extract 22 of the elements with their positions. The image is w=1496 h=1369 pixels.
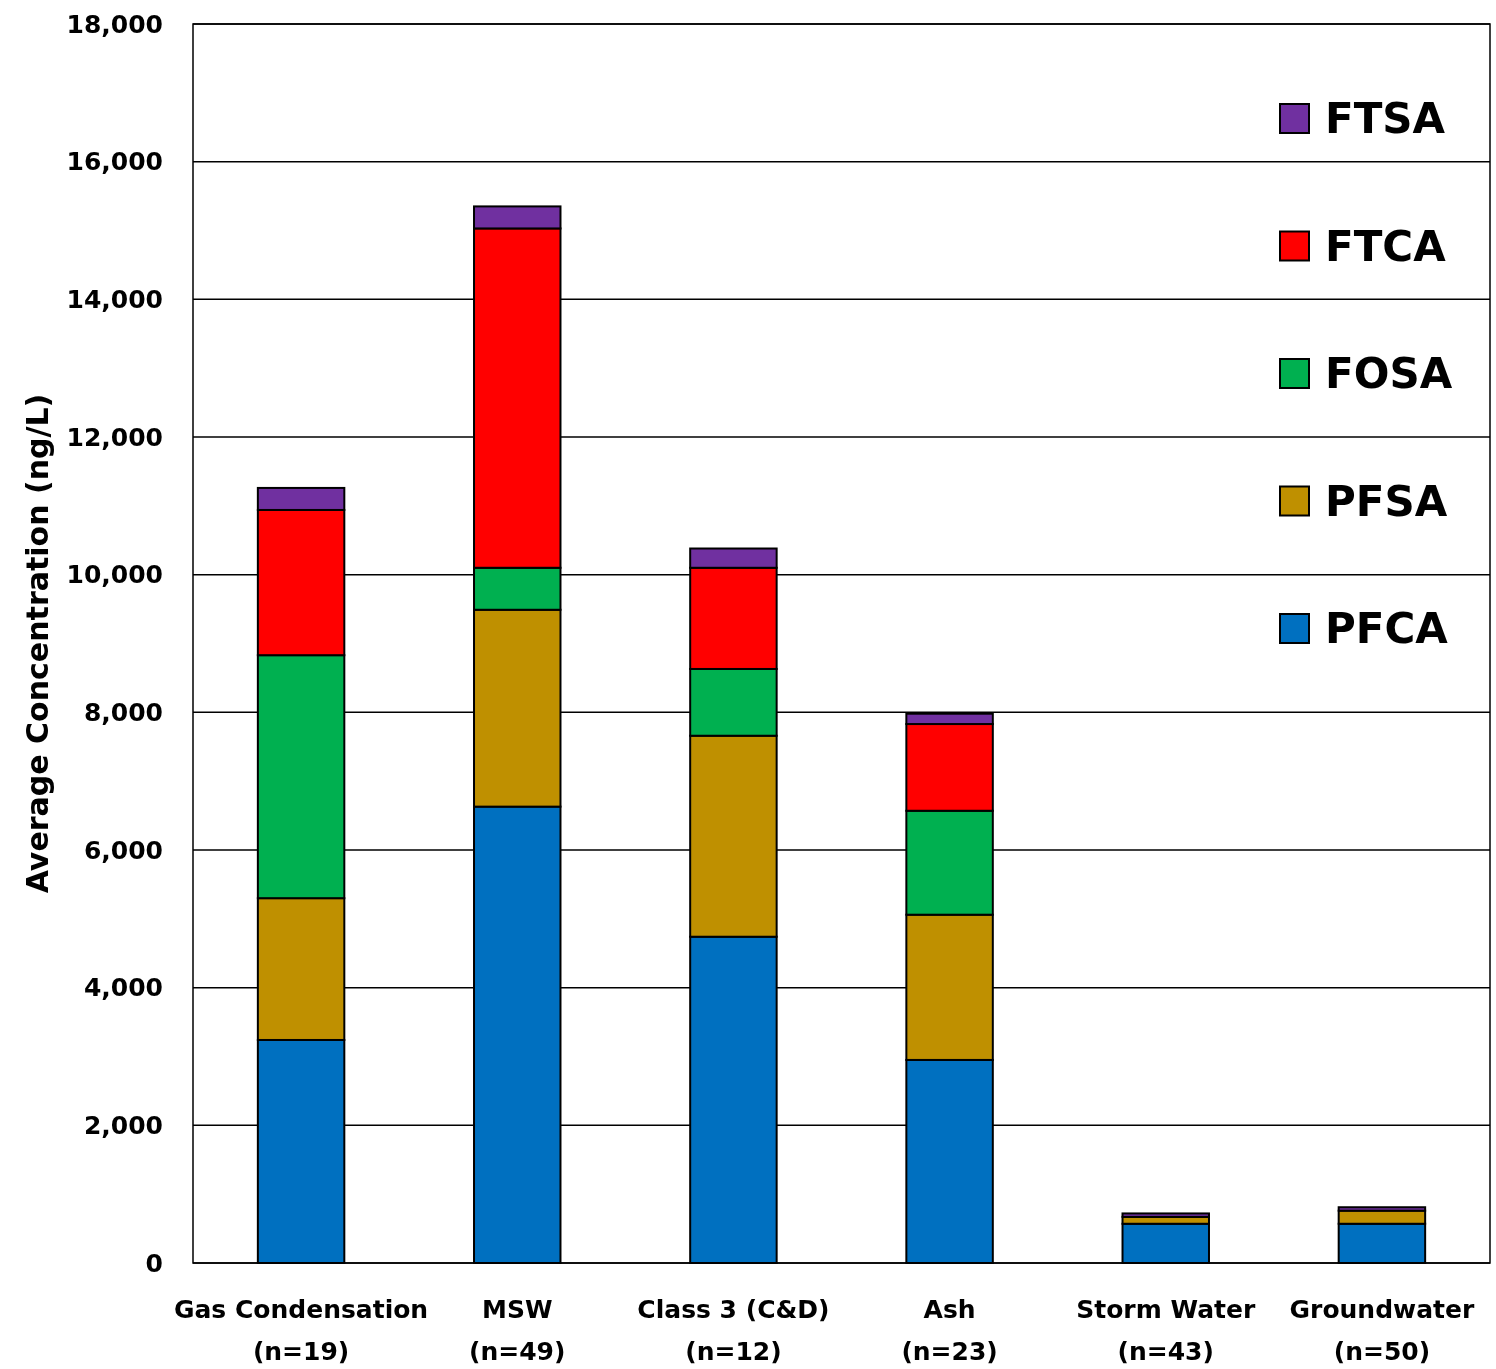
y-axis-title: Average Concentration (ng/L) <box>20 393 55 894</box>
x-tick-label: MSW (n=49) <box>469 1295 566 1366</box>
y-tick-label: 2,000 <box>83 1110 163 1140</box>
x-tick-label: Groundwater (n=50) <box>1289 1295 1475 1366</box>
y-tick-label: 16,000 <box>66 147 163 177</box>
legend-label: PFCA <box>1325 604 1449 653</box>
y-tick-label: 8,000 <box>83 697 163 727</box>
legend-label: FTCA <box>1325 221 1447 271</box>
x-tick-label: Storm Water (n=43) <box>1076 1295 1256 1366</box>
y-tick-label: 14,000 <box>66 284 163 314</box>
x-tick-label: Gas Condensation (n=19) <box>173 1295 429 1366</box>
y-tick-label: 12,000 <box>66 422 163 452</box>
y-tick-label: 6,000 <box>83 835 163 865</box>
y-tick-label: 10,000 <box>66 560 163 590</box>
x-tick-label: Class 3 (C&D) (n=12) <box>637 1295 830 1366</box>
y-tick-label: 4,000 <box>83 973 163 1003</box>
legend-label: PFSA <box>1325 476 1448 526</box>
legend-label: FOSA <box>1325 349 1453 398</box>
y-tick-label: 0 <box>145 1248 163 1278</box>
x-tick-label: Ash (n=23) <box>901 1295 998 1366</box>
legend-label: FTSA <box>1325 94 1446 143</box>
y-tick-label: 18,000 <box>66 9 163 39</box>
